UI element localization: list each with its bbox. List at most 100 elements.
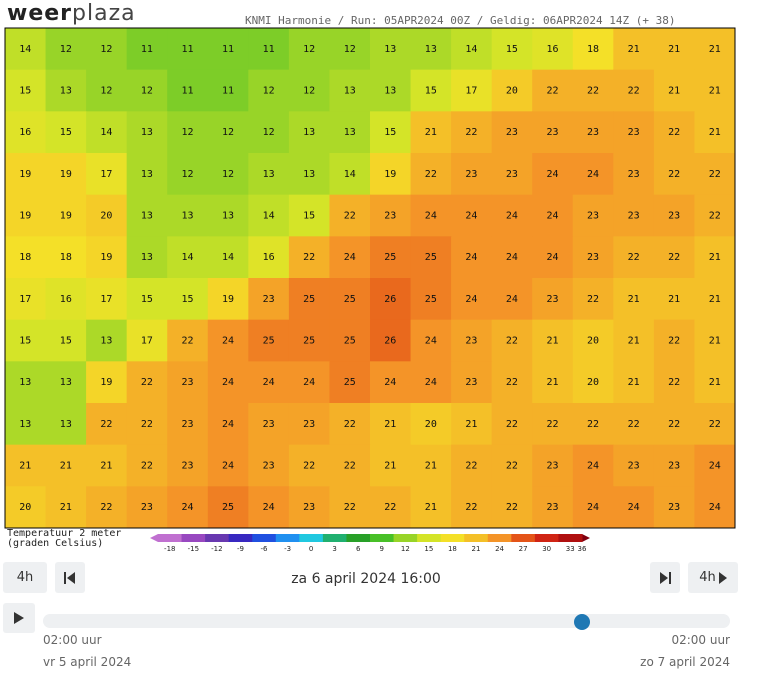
colorbar-label: -3 — [284, 545, 291, 553]
colorbar-label: 9 — [380, 545, 384, 553]
temperature-label: 22 — [344, 502, 356, 513]
colorbar-label: 6 — [356, 545, 361, 553]
colorbar-label: -18 — [164, 545, 175, 553]
temperature-cell — [288, 69, 330, 112]
temperature-label: 12 — [303, 86, 315, 97]
temperature-label: 24 — [465, 294, 477, 305]
temperature-cell — [694, 444, 736, 487]
temperature-label: 24 — [425, 336, 437, 347]
temperature-cell — [694, 153, 736, 196]
temperature-cell — [167, 236, 209, 279]
temperature-cell — [451, 153, 493, 196]
temperature-label: 23 — [384, 211, 396, 222]
temperature-label: 22 — [709, 169, 721, 180]
temperature-label: 24 — [263, 377, 275, 388]
colorbar-segment — [275, 534, 300, 542]
temperature-label: 12 — [263, 86, 275, 97]
temperature-label: 13 — [384, 86, 396, 97]
temperature-cell — [653, 111, 695, 154]
temperature-label: 22 — [141, 377, 153, 388]
temperature-cell — [370, 403, 412, 446]
temperature-label: 21 — [628, 294, 640, 305]
temperature-cell — [572, 111, 614, 154]
temperature-cell — [126, 278, 168, 321]
temperature-cell — [167, 361, 209, 404]
temperature-label: 19 — [100, 377, 112, 388]
play-button[interactable] — [3, 603, 35, 633]
legend-line2: (graden Celsius) — [7, 538, 104, 549]
temperature-label: 23 — [303, 419, 315, 430]
temperature-label: 12 — [222, 169, 234, 180]
temperature-label: 23 — [628, 211, 640, 222]
temperature-cell — [5, 194, 47, 237]
temperature-label: 22 — [344, 211, 356, 222]
temperature-label: 18 — [587, 44, 599, 55]
temperature-cell — [329, 28, 371, 71]
temperature-cell — [5, 153, 47, 196]
slider-knob[interactable] — [574, 614, 590, 630]
temperature-cell — [86, 444, 128, 487]
temperature-cell — [5, 236, 47, 279]
temperature-cell — [370, 236, 412, 279]
temperature-label: 24 — [546, 211, 558, 222]
temperature-cell — [491, 278, 533, 321]
temperature-label: 22 — [668, 336, 680, 347]
temperature-label: 25 — [425, 294, 437, 305]
temperature-label: 24 — [546, 252, 558, 263]
temperature-label: 19 — [19, 211, 31, 222]
temperature-cell — [370, 28, 412, 71]
temperature-cell — [370, 153, 412, 196]
first-button[interactable] — [55, 562, 85, 593]
temperature-cell — [248, 194, 290, 237]
temperature-cell — [613, 403, 655, 446]
temperature-label: 12 — [181, 169, 193, 180]
temperature-cell — [694, 111, 736, 154]
temperature-label: 22 — [668, 419, 680, 430]
temperature-cell — [207, 278, 249, 321]
temperature-label: 21 — [709, 294, 721, 305]
temperature-cell — [694, 69, 736, 112]
temperature-label: 21 — [709, 336, 721, 347]
temperature-cell — [653, 486, 695, 529]
temperature-label: 24 — [425, 211, 437, 222]
temperature-label: 22 — [506, 419, 518, 430]
colorbar-label: 24 — [495, 545, 504, 553]
temperature-cell — [410, 444, 452, 487]
slider-track[interactable] — [43, 614, 730, 628]
temperature-label: 15 — [60, 127, 72, 138]
temperature-cell — [491, 361, 533, 404]
temperature-label: 21 — [628, 336, 640, 347]
temperature-label: 19 — [60, 169, 72, 180]
step-back-button[interactable]: 4h — [3, 562, 47, 593]
temperature-cell — [532, 486, 574, 529]
temperature-cell — [694, 319, 736, 362]
temperature-cell — [572, 28, 614, 71]
temperature-cell — [613, 194, 655, 237]
temperature-cell — [329, 236, 371, 279]
temperature-label: 22 — [465, 502, 477, 513]
temperature-cell — [167, 444, 209, 487]
step-forward-button[interactable]: 4h — [688, 562, 738, 593]
temperature-label: 13 — [181, 211, 193, 222]
temperature-label: 16 — [263, 252, 275, 263]
temperature-label: 13 — [141, 252, 153, 263]
temperature-label: 22 — [465, 461, 477, 472]
colorbar-segment — [370, 534, 395, 542]
temperature-label: 22 — [100, 502, 112, 513]
temperature-cell — [288, 153, 330, 196]
temperature-label: 23 — [668, 211, 680, 222]
colorbar-label: 33 — [566, 545, 575, 553]
temperature-cell — [167, 69, 209, 112]
temperature-cell — [532, 444, 574, 487]
temperature-label: 22 — [668, 169, 680, 180]
temperature-label: 22 — [344, 419, 356, 430]
temperature-label: 12 — [141, 86, 153, 97]
temperature-label: 26 — [384, 294, 396, 305]
temperature-label: 13 — [60, 86, 72, 97]
temperature-label: 21 — [425, 502, 437, 513]
temperature-cell — [491, 194, 533, 237]
last-button[interactable] — [650, 562, 680, 593]
temperature-cell — [653, 194, 695, 237]
temperature-cell — [248, 444, 290, 487]
temperature-label: 20 — [19, 502, 31, 513]
